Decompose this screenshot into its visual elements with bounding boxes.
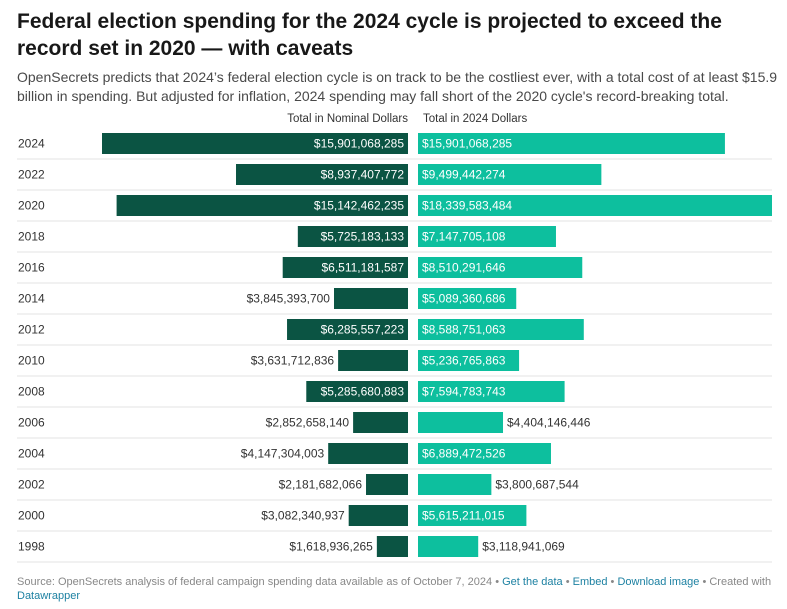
adjusted-value-label: $8,588,751,063 (422, 323, 506, 337)
nominal-bar (102, 133, 408, 154)
category-label: 2004 (18, 447, 45, 461)
category-label: 2010 (18, 354, 45, 368)
separator: • (492, 576, 503, 588)
adjusted-value-label: $15,901,068,285 (422, 137, 512, 151)
adjusted-value-label: $3,118,941,069 (482, 540, 565, 554)
download-image-link[interactable]: Download image (617, 576, 700, 588)
nominal-bar (306, 381, 408, 402)
nominal-bar (287, 319, 408, 340)
nominal-value-label: $2,852,658,140 (266, 416, 350, 430)
nominal-value-label: $5,285,680,883 (321, 385, 405, 399)
adjusted-bar (418, 412, 504, 433)
embed-link[interactable]: Embed (572, 576, 608, 588)
chart-title: Federal election spending for the 2024 c… (17, 10, 722, 60)
adjusted-bar (418, 381, 565, 402)
nominal-bar (116, 195, 409, 216)
category-label: 1998 (18, 540, 45, 554)
nominal-value-label: $1,618,936,265 (289, 540, 373, 554)
nominal-value-label: $5,725,183,133 (321, 230, 405, 244)
adjusted-value-label: $6,889,472,526 (422, 447, 506, 461)
nominal-bar (338, 350, 408, 371)
adjusted-bar (418, 257, 583, 278)
adjusted-value-label: $8,510,291,646 (422, 261, 506, 275)
adjusted-bar (418, 505, 527, 526)
adjusted-bar (418, 288, 517, 309)
nominal-value-label: $3,631,712,836 (251, 354, 335, 368)
nominal-bar (366, 474, 408, 495)
separator: • Created with (699, 576, 772, 588)
nominal-bar (353, 412, 408, 433)
datawrapper-link[interactable]: Datawrapper (17, 590, 80, 602)
nominal-bar (376, 536, 408, 557)
nominal-value-label: $6,285,557,223 (321, 323, 405, 337)
adjusted-value-label: $4,404,146,446 (507, 416, 591, 430)
adjusted-bar (418, 350, 520, 371)
adjusted-bar (418, 536, 479, 557)
chart-footer: Source: OpenSecrets analysis of federal … (17, 575, 777, 603)
adjusted-value-label: $5,236,765,863 (422, 354, 506, 368)
adjusted-value-label: $9,499,442,274 (422, 168, 506, 182)
category-label: 2000 (18, 509, 45, 523)
nominal-value-label: $15,142,462,235 (314, 199, 404, 213)
category-label: 2016 (18, 261, 45, 275)
adjusted-column-header: Total in 2024 Dollars (423, 113, 528, 125)
get-data-link[interactable]: Get the data (502, 576, 563, 588)
adjusted-bar (418, 195, 772, 216)
adjusted-value-label: $3,800,687,544 (495, 478, 579, 492)
separator: • (562, 576, 573, 588)
nominal-bar (297, 226, 408, 247)
nominal-value-label: $6,511,181,587 (321, 261, 404, 275)
nominal-column-header: Total in Nominal Dollars (287, 113, 408, 125)
nominal-bar (282, 257, 408, 278)
chart-subtitle: OpenSecrets predicts that 2024’s federal… (17, 69, 778, 104)
category-label: 2020 (18, 199, 45, 213)
adjusted-value-label: $7,147,705,108 (422, 230, 506, 244)
category-label: 2022 (18, 168, 45, 182)
nominal-value-label: $2,181,682,066 (279, 478, 363, 492)
adjusted-value-label: $18,339,583,484 (422, 199, 512, 213)
category-label: 2024 (18, 137, 45, 151)
adjusted-value-label: $7,594,783,743 (422, 385, 506, 399)
adjusted-value-label: $5,089,360,686 (422, 292, 506, 306)
adjusted-bar (418, 226, 556, 247)
source-note: Source: OpenSecrets analysis of federal … (17, 576, 493, 588)
adjusted-bar (418, 133, 725, 154)
nominal-value-label: $3,082,340,937 (261, 509, 345, 523)
nominal-bar (348, 505, 408, 526)
adjusted-bar (418, 164, 602, 185)
category-label: 2002 (18, 478, 45, 492)
adjusted-bar (418, 474, 492, 495)
category-label: 2018 (18, 230, 45, 244)
separator: • (607, 576, 618, 588)
nominal-value-label: $15,901,068,285 (314, 137, 404, 151)
adjusted-bar (418, 443, 551, 464)
category-label: 2012 (18, 323, 45, 337)
nominal-bar (328, 443, 408, 464)
adjusted-value-label: $5,615,211,015 (422, 509, 505, 523)
category-label: 2008 (18, 385, 45, 399)
nominal-value-label: $8,937,407,772 (321, 168, 405, 182)
bar-chart: 2024 $15,901,068,285 $15,901,068,285 2022 $8… (17, 133, 772, 563)
adjusted-bar (418, 319, 584, 340)
nominal-value-label: $4,147,304,003 (241, 447, 325, 461)
nominal-bar (236, 164, 408, 185)
nominal-value-label: $3,845,393,700 (247, 292, 331, 306)
nominal-bar (333, 288, 408, 309)
category-label: 2006 (18, 416, 45, 430)
category-label: 2014 (18, 292, 45, 306)
